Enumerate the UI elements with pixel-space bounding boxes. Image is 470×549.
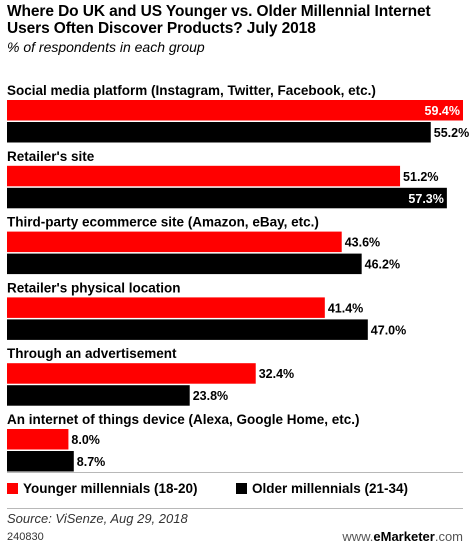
data-label: 8.0% [71, 433, 100, 447]
category-label: An internet of things device (Alexa, Goo… [7, 412, 360, 427]
source-divider [7, 508, 463, 509]
bar [7, 122, 431, 143]
data-label: 46.2% [365, 258, 400, 272]
bar [7, 253, 362, 275]
bar [7, 165, 401, 187]
data-label: 55.2% [434, 126, 469, 140]
data-label: 32.4% [259, 367, 294, 381]
bar [7, 363, 256, 384]
data-label: 8.7% [77, 455, 106, 469]
data-label: 57.3% [408, 192, 443, 206]
legend-swatch [7, 483, 18, 494]
data-label: 47.0% [371, 323, 406, 337]
data-label: 41.4% [328, 301, 363, 315]
category-label: Retailer's physical location [7, 280, 181, 295]
category-label: Social media platform (Instagram, Twitte… [7, 83, 376, 98]
data-label: 23.8% [193, 389, 228, 403]
data-label: 43.6% [345, 236, 380, 250]
bar [7, 100, 463, 121]
category-label: Third-party ecommerce site (Amazon, eBay… [7, 215, 319, 230]
category-label: Retailer's site [7, 149, 95, 164]
legend-swatch [236, 483, 247, 494]
category-label: Through an advertisement [7, 346, 177, 361]
brand-logo: www.eMarketer.com [342, 529, 463, 544]
chart-id: 240830 [7, 531, 44, 543]
bar [7, 319, 368, 340]
data-label: 59.4% [425, 104, 460, 118]
chart-title: Where Do UK and US Younger vs. Older Mil… [7, 3, 431, 37]
legend-divider [7, 472, 463, 473]
source-note: Source: ViSenze, Aug 29, 2018 [7, 511, 188, 526]
legend-label: Younger millennials (18-20) [23, 481, 198, 496]
bar [7, 429, 69, 450]
bar [7, 297, 325, 318]
bar [7, 231, 342, 253]
chart-subtitle: % of respondents in each group [7, 39, 205, 55]
bar [7, 385, 190, 406]
bar [7, 451, 74, 472]
legend-label: Older millennials (21-34) [252, 481, 408, 496]
bar [7, 187, 447, 209]
data-label: 51.2% [403, 170, 438, 184]
